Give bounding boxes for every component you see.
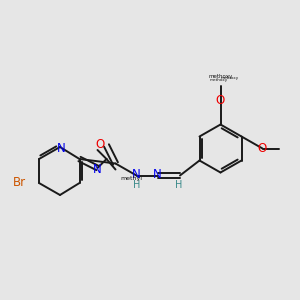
Text: O: O xyxy=(258,142,267,155)
Text: N: N xyxy=(132,167,141,181)
Text: Br: Br xyxy=(13,176,26,190)
Text: methyl: methyl xyxy=(120,176,142,181)
Text: O: O xyxy=(216,94,225,107)
Text: methoxy: methoxy xyxy=(210,78,228,82)
Text: methoxy: methoxy xyxy=(220,76,239,80)
Text: O: O xyxy=(96,137,105,151)
Text: methoxy: methoxy xyxy=(208,74,232,79)
Text: N: N xyxy=(153,167,162,181)
Text: H: H xyxy=(133,179,140,190)
Text: H: H xyxy=(175,179,182,190)
Text: N: N xyxy=(93,163,102,176)
Text: N: N xyxy=(57,142,66,155)
